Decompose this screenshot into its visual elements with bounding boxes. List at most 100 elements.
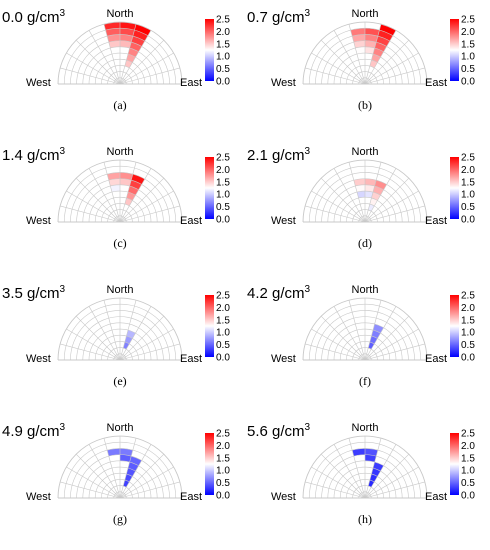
grid-spoke xyxy=(119,162,137,223)
heat-cell xyxy=(124,60,133,68)
colorbar-tick-label: 2.5 xyxy=(461,153,475,164)
heat-cell xyxy=(369,336,378,344)
grid-spoke xyxy=(88,30,121,85)
heat-cell xyxy=(108,178,120,187)
west-label: West xyxy=(271,491,296,503)
grid-spoke xyxy=(119,453,165,499)
chart-panel: 5.6 g/cm3 North West East 0.0 0.51.0 1.52.02.5… xyxy=(247,422,475,526)
grid-spoke xyxy=(88,444,121,499)
colorbar xyxy=(450,433,459,495)
heat-cell xyxy=(120,448,133,457)
grid-spoke xyxy=(119,39,165,85)
colorbar-tick-label: 2.5 xyxy=(216,15,230,26)
colorbar-tick-label: 2.0 xyxy=(461,441,475,452)
heat-cell xyxy=(129,42,142,52)
chart-panel: 4.2 g/cm3 North West East 0.0 0.51.0 1.52.02.5… xyxy=(247,284,475,388)
grid-spoke xyxy=(333,168,366,223)
grid-spoke xyxy=(60,481,121,499)
heat-cell xyxy=(110,184,120,193)
heat-cell xyxy=(131,36,145,47)
colorbar-tick-label: 0.5 xyxy=(216,202,230,213)
grid-spoke xyxy=(333,306,366,361)
grid-spoke xyxy=(364,168,397,223)
grid-spoke xyxy=(364,481,425,499)
colorbar xyxy=(205,157,214,219)
colorbar-tick-label: 2.5 xyxy=(461,291,475,302)
grid-spoke xyxy=(75,453,121,499)
grid-spoke xyxy=(348,162,366,223)
heat-cell xyxy=(120,28,135,37)
heat-cell xyxy=(365,34,378,43)
heat-cell xyxy=(365,178,377,187)
heat-cell xyxy=(120,34,133,43)
colorbar-tick-label: 2.0 xyxy=(461,303,475,314)
heat-cell xyxy=(120,184,130,193)
north-label: North xyxy=(107,8,134,20)
east-label: East xyxy=(180,77,202,89)
chart-panel: 2.1 g/cm3 North West East 0.0 0.51.0 1.52.02.5… xyxy=(247,146,475,250)
grid-spoke xyxy=(364,24,382,85)
colorbar-tick-label: 0.0 xyxy=(216,353,230,364)
grid-spoke xyxy=(103,24,121,85)
heat-cell xyxy=(365,46,375,55)
colorbar-tick-label: 0.5 xyxy=(216,64,230,75)
grid-spoke xyxy=(364,162,382,223)
heat-cell xyxy=(120,40,132,49)
heat-cell xyxy=(131,174,145,185)
grid-spoke xyxy=(119,205,180,223)
panel-title: 0.0 g/cm3 xyxy=(2,8,66,26)
grid-spoke xyxy=(60,67,121,85)
west-label: West xyxy=(26,353,51,365)
grid-spoke xyxy=(364,205,425,223)
colorbar-tick-label: 2.5 xyxy=(216,291,230,302)
colorbar-tick-label: 2.5 xyxy=(216,153,230,164)
panel-caption: (b) xyxy=(358,98,372,112)
heat-cell xyxy=(120,178,132,187)
grid-spoke xyxy=(364,177,410,223)
colorbar-tick-label: 1.0 xyxy=(216,328,230,339)
colorbar-tick-label: 0.5 xyxy=(216,478,230,489)
grid-spoke xyxy=(311,328,366,361)
panel-caption: (f) xyxy=(359,374,371,388)
grid-spoke xyxy=(364,315,410,361)
grid-spoke xyxy=(119,444,152,499)
north-label: North xyxy=(352,422,379,434)
grid-spoke xyxy=(119,24,137,85)
west-label: West xyxy=(271,77,296,89)
colorbar-tick-label: 2.5 xyxy=(461,15,475,26)
heat-cell xyxy=(374,42,387,52)
east-label: East xyxy=(425,353,447,365)
colorbar-tick-label: 0.0 xyxy=(461,77,475,88)
colorbar-tick-label: 2.0 xyxy=(216,165,230,176)
panel-title: 0.7 g/cm3 xyxy=(247,8,311,26)
grid-spoke xyxy=(103,300,121,361)
grid-spoke xyxy=(75,177,121,223)
heat-cell xyxy=(365,448,378,457)
grid-spoke xyxy=(320,315,366,361)
grid-spoke xyxy=(66,190,121,223)
heat-cell xyxy=(132,30,148,42)
grid-spoke xyxy=(66,466,121,499)
heat-cell xyxy=(353,178,365,187)
panel-caption: (c) xyxy=(113,236,126,250)
grid-spoke xyxy=(311,52,366,85)
grid-spoke xyxy=(119,438,137,499)
grid-spoke xyxy=(333,444,366,499)
grid-spoke xyxy=(348,438,366,499)
colorbar-tick-label: 2.0 xyxy=(216,27,230,38)
grid-spoke xyxy=(119,168,152,223)
east-label: East xyxy=(180,491,202,503)
chart-panel: 1.4 g/cm3 North West East 0.0 0.51.0 1.52.02.5… xyxy=(2,146,230,250)
colorbar-tick-label: 1.0 xyxy=(461,190,475,201)
panel-title: 2.1 g/cm3 xyxy=(247,146,311,164)
north-label: North xyxy=(352,146,379,158)
heat-cell xyxy=(369,198,378,206)
colorbar-tick-label: 1.0 xyxy=(461,466,475,477)
heat-cell xyxy=(105,28,120,37)
grid-spoke xyxy=(119,67,180,85)
grid-spoke xyxy=(348,24,366,85)
colorbar xyxy=(450,157,459,219)
panel-title: 3.5 g/cm3 xyxy=(2,284,66,302)
colorbar-tick-label: 1.5 xyxy=(216,177,230,188)
